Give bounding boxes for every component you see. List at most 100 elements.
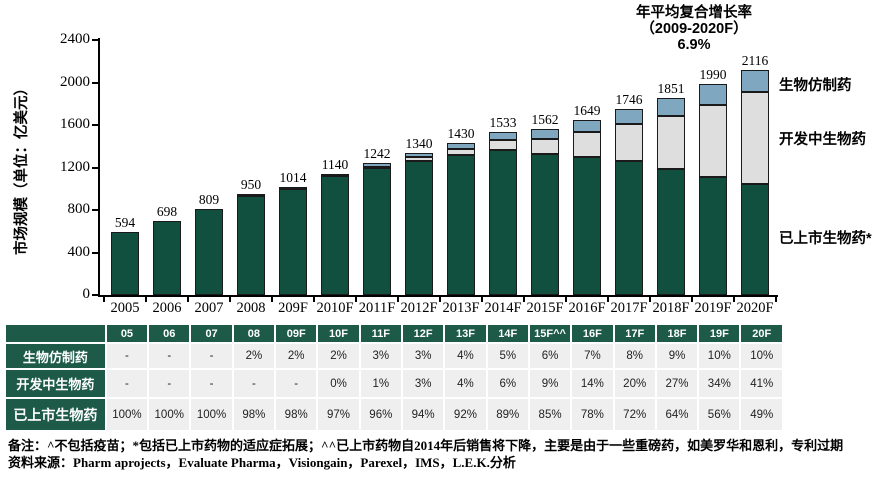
cagr-annotation-line1: 年平均复合增长率 (636, 5, 752, 21)
table-cell: - (149, 344, 190, 368)
table-row-label: 生物仿制药 (6, 344, 105, 368)
x-axis-label-2007: 2007 (194, 300, 224, 316)
table-year-header: 09F (276, 325, 317, 342)
table-cell: 9% (656, 344, 698, 368)
table-row: 开发中生物药 - - - - -0% 1% 3% 4% 6% 9% 14% 20% 27% 34% 41% (6, 370, 782, 397)
x-axis-label-2013F: 2013F (442, 300, 480, 316)
bar-segment-marketed-209F (279, 189, 307, 295)
x-axis-label-2006: 2006 (152, 300, 182, 316)
bar-segment-in-development-2013F (447, 149, 475, 155)
table-cell: 2% (318, 344, 359, 368)
y-tick (92, 124, 98, 126)
y-tick (92, 166, 98, 169)
x-tick (103, 297, 105, 302)
y-tick (92, 251, 98, 254)
table-row: 已上市生物药 100% 100% 100% 98% 98% 97% 96% 94% 92% 89% 8… (6, 399, 782, 430)
table-cell: 8% (614, 344, 655, 368)
table-cell: 4% (445, 344, 486, 368)
percentage-table: 05 06 07 08 09F 10F 11F 12F 13F 14F 15F^^ 16F 17F 18F… (4, 323, 784, 432)
x-tick (733, 297, 735, 302)
y-tick-label: 400 (67, 243, 91, 260)
bar-total-label-2008: 950 (240, 177, 262, 192)
bar-total-label-2006: 698 (156, 204, 178, 219)
x-tick (397, 297, 399, 302)
bar-segment-in-development-2014F (489, 140, 517, 150)
table-cell: 34% (699, 370, 740, 397)
footnotes: 备注：^不包括疫苗；*包括已上市药物的适应症拓展；^^已上市药物自2014年后销… (8, 437, 874, 471)
bar-segment-marketed-2011F (363, 168, 391, 295)
x-axis-line (98, 295, 778, 297)
bar-segment-in-development-2011F (363, 167, 391, 169)
bar-segment-biosimilars-2016F (573, 120, 601, 132)
bar-segment-marketed-2020F (741, 184, 769, 295)
table-cell: - (233, 370, 275, 397)
bar-segment-marketed-2008 (237, 196, 265, 295)
table-cell: 41% (741, 370, 782, 397)
x-tick (775, 297, 777, 302)
legend-label-in-development: 开发中生物药 (779, 132, 866, 148)
y-tick (92, 294, 98, 296)
table-year-header: 20F (741, 325, 782, 342)
legend-label-marketed: 已上市生物药* (779, 231, 872, 247)
table-year-header: 06 (149, 325, 190, 342)
table-cell: 100% (106, 399, 148, 430)
cagr-annotation: 年平均复合增长率 （2009-2020F） 6.9% (596, 5, 792, 53)
y-axis-line (98, 38, 100, 297)
bar-total-label-2017F: 1746 (615, 92, 643, 107)
table-cell: 2% (233, 344, 275, 368)
table-cell: 49% (741, 399, 782, 430)
bar-total-label-2016F: 1649 (573, 103, 601, 118)
table-row-label: 开发中生物药 (6, 370, 105, 397)
x-tick (355, 297, 357, 302)
table-cell: 97% (318, 399, 359, 430)
bar-segment-biosimilars-2010F (321, 174, 349, 176)
table-cell: 98% (233, 399, 275, 430)
bar-segment-marketed-2015F (531, 154, 559, 295)
table-cell: 9% (529, 370, 571, 397)
table-cell: 1% (360, 370, 401, 397)
bar-total-label-2018F: 1851 (657, 81, 685, 96)
x-tick (187, 297, 189, 302)
table-cell: 94% (402, 399, 444, 430)
table-row: 生物仿制药 - - -2% 2% 2% 3% 3% 4% 5% 6% 7% 8% 9% 10% 10% (6, 344, 782, 368)
x-axis-label-2010F: 2010F (316, 300, 354, 316)
table-cell: - (106, 344, 148, 368)
table-cell: - (191, 344, 232, 368)
table-cell: 7% (572, 344, 613, 368)
bar-total-label-209F: 1014 (279, 170, 307, 185)
bar-total-label-2019F: 1990 (699, 67, 727, 82)
bar-segment-biosimilars-209F (279, 187, 307, 189)
table-cell: - (106, 370, 148, 397)
table-year-header: 07 (191, 325, 232, 342)
table-year-header: 05 (106, 325, 148, 342)
table-cell: 100% (149, 399, 190, 430)
table-cell: 78% (572, 399, 613, 430)
x-tick (439, 297, 441, 302)
x-axis-label-2017F: 2017F (610, 300, 648, 316)
table-cell: 3% (360, 344, 401, 368)
cagr-annotation-line2: （2009-2020F） (640, 21, 748, 37)
bar-segment-marketed-2014F (489, 150, 517, 295)
table-cell: 96% (360, 399, 401, 430)
x-tick (229, 297, 231, 302)
bar-segment-in-development-2016F (573, 132, 601, 157)
bar-segment-biosimilars-2020F (741, 70, 769, 92)
x-tick (565, 297, 567, 302)
bar-segment-in-development-2017F (615, 124, 643, 161)
table-cell: 10% (699, 344, 740, 368)
table-year-header: 13F (445, 325, 486, 342)
bar-segment-biosimilars-2012F (405, 153, 433, 157)
bar-segment-biosimilars-2014F (489, 132, 517, 140)
bar-total-label-2015F: 1562 (531, 112, 559, 127)
x-axis-label-2020F: 2020F (736, 300, 774, 316)
percentage-table-wrapper: 05 06 07 08 09F 10F 11F 12F 13F 14F 15F^^ 16F 17F 18F… (4, 323, 784, 432)
y-tick-label: 1600 (60, 116, 90, 132)
bar-segment-marketed-2007 (195, 209, 223, 295)
x-tick (523, 297, 525, 302)
y-tick-label: 1200 (60, 158, 90, 175)
bar-segment-biosimilars-2008 (237, 194, 265, 196)
table-cell: 3% (402, 370, 444, 397)
table-cell: 98% (276, 399, 317, 430)
table-cell: 3% (402, 344, 444, 368)
table-year-header: 15F^^ (529, 325, 571, 342)
